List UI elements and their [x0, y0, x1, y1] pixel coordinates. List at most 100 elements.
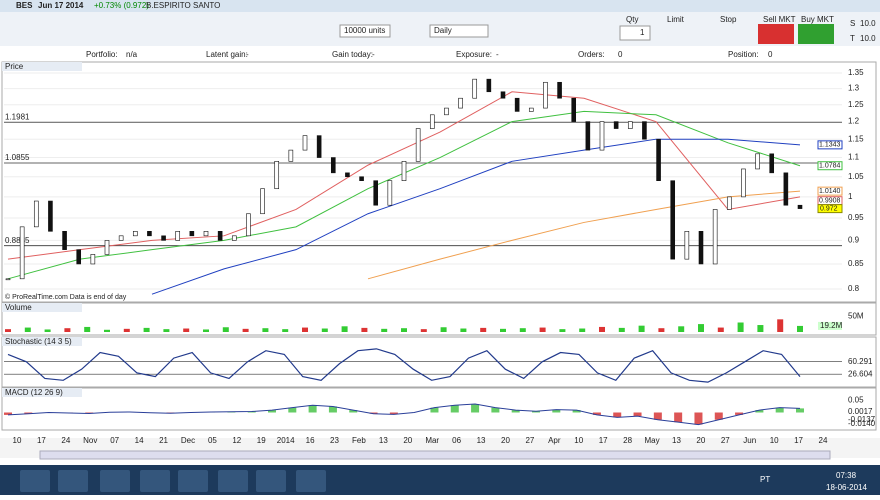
candle [204, 231, 208, 236]
candle [671, 181, 675, 259]
info-label: Latent gain: [206, 50, 248, 59]
x-tick-label: 05 [208, 436, 217, 445]
volume-bar [282, 329, 288, 332]
volume-bar [738, 323, 744, 333]
volume-bar [163, 329, 169, 332]
volume-bar [559, 329, 565, 332]
y-tick-label: 0.85 [848, 259, 864, 268]
x-tick-label: 21 [159, 436, 168, 445]
x-tick-label: Dec [181, 436, 195, 445]
candle [388, 181, 392, 206]
taskbar-icon[interactable] [20, 470, 50, 492]
date: Jun 17 2014 [38, 1, 84, 10]
clock-date: 18-06-2014 [826, 483, 867, 492]
volume-bar [757, 325, 763, 332]
buy-button[interactable] [798, 24, 834, 44]
candle [232, 236, 236, 241]
volume-bar [658, 328, 664, 332]
volume-bar [698, 324, 704, 332]
candle [91, 254, 95, 264]
x-tick-label: 10 [770, 436, 779, 445]
candle [261, 189, 265, 214]
units: 10000 units [344, 26, 385, 35]
symbol: BES [16, 1, 33, 10]
x-tick-label: Feb [352, 436, 366, 445]
volume-bar [381, 329, 387, 332]
candle [770, 154, 774, 173]
qty-input[interactable] [620, 26, 650, 40]
x-tick-label: 24 [819, 436, 828, 445]
x-tick-label: 13 [379, 436, 388, 445]
y-tick-label: 1.15 [848, 134, 864, 143]
candle [699, 231, 703, 264]
candle [798, 205, 802, 208]
taskbar-icon[interactable] [218, 470, 248, 492]
candle [586, 122, 590, 150]
qty-label: Qty [626, 15, 638, 24]
candle [34, 201, 38, 227]
level-label: -0.0140 [848, 419, 876, 428]
instrument: B.ESPIRITO SANTO [146, 1, 220, 10]
level-label: 26.604 [848, 369, 873, 378]
candle [133, 231, 137, 236]
taskbar-icon[interactable] [296, 470, 326, 492]
volume-bar [520, 328, 526, 332]
candle [444, 108, 448, 115]
candle [374, 181, 378, 206]
t-label: T [850, 34, 855, 43]
volume-bar [203, 329, 209, 332]
taskbar-icon[interactable] [58, 470, 88, 492]
stop-label: Stop [720, 15, 737, 24]
candle [190, 231, 194, 236]
volume-bar [579, 329, 585, 332]
info-label: Position: [728, 50, 759, 59]
info-value: n/a [126, 50, 138, 59]
y-tick-label: 1.1 [848, 153, 860, 162]
y-tick-label: 1.35 [848, 68, 864, 77]
level-label: 0.8885 [5, 236, 30, 245]
candle [317, 136, 321, 158]
candle [572, 98, 576, 121]
sell-button[interactable] [758, 24, 794, 44]
x-tick-label: Nov [83, 436, 97, 445]
taskbar-icon[interactable] [178, 470, 208, 492]
scrollbar[interactable] [40, 451, 830, 459]
value-tag-label: 1.1343 [819, 142, 841, 149]
volume-bar [183, 329, 189, 332]
candle [642, 122, 646, 140]
taskbar-icon[interactable] [140, 470, 170, 492]
volume-bar [144, 328, 150, 332]
y-tick-label: 0.05 [848, 396, 864, 405]
candle [105, 240, 109, 254]
volume-bar [361, 328, 367, 332]
volume-bar [342, 326, 348, 332]
info-label: Exposure: [456, 50, 492, 59]
candle [614, 122, 618, 129]
x-tick-label: 20 [501, 436, 510, 445]
volume-bar [777, 319, 783, 332]
taskbar-icon[interactable] [256, 470, 286, 492]
y-tick-label: 1.3 [848, 84, 860, 93]
volume-bar [797, 326, 803, 332]
s-value: 10.0 [860, 19, 876, 28]
macd-bar [471, 404, 479, 412]
candle [77, 250, 81, 264]
volume-bar [678, 326, 684, 332]
x-tick-label: 14 [135, 436, 144, 445]
value-tag-label: 1.0784 [819, 163, 841, 170]
macd-bar [796, 408, 804, 412]
candle [119, 236, 123, 241]
volume-bar [480, 328, 486, 332]
x-tick-label: Mar [425, 436, 439, 445]
y-tick-label: 0.9 [848, 235, 860, 244]
x-tick-label: 17 [599, 436, 608, 445]
x-tick-label: Jun [743, 436, 756, 445]
candle [713, 209, 717, 264]
x-tick-label: 20 [696, 436, 705, 445]
taskbar-icon[interactable] [100, 470, 130, 492]
x-tick-label: 12 [232, 436, 241, 445]
volume-bar [540, 328, 546, 332]
x-tick-label: 23 [330, 436, 339, 445]
panel-title: Volume [5, 303, 32, 312]
